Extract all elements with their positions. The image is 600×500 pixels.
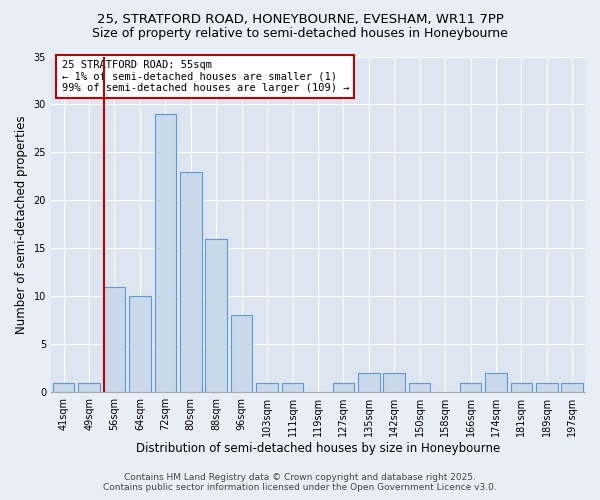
Bar <box>78 382 100 392</box>
Bar <box>282 382 304 392</box>
Text: Contains HM Land Registry data © Crown copyright and database right 2025.
Contai: Contains HM Land Registry data © Crown c… <box>103 473 497 492</box>
Bar <box>129 296 151 392</box>
Text: 25, STRATFORD ROAD, HONEYBOURNE, EVESHAM, WR11 7PP: 25, STRATFORD ROAD, HONEYBOURNE, EVESHAM… <box>97 12 503 26</box>
Bar <box>409 382 430 392</box>
X-axis label: Distribution of semi-detached houses by size in Honeybourne: Distribution of semi-detached houses by … <box>136 442 500 455</box>
Bar <box>332 382 354 392</box>
Bar <box>155 114 176 392</box>
Bar <box>562 382 583 392</box>
Bar <box>511 382 532 392</box>
Bar <box>180 172 202 392</box>
Bar <box>104 286 125 392</box>
Bar <box>231 316 253 392</box>
Bar <box>53 382 74 392</box>
Bar <box>485 373 507 392</box>
Bar <box>256 382 278 392</box>
Bar <box>358 373 380 392</box>
Text: Size of property relative to semi-detached houses in Honeybourne: Size of property relative to semi-detach… <box>92 28 508 40</box>
Bar <box>383 373 405 392</box>
Bar <box>536 382 557 392</box>
Bar <box>460 382 481 392</box>
Text: 25 STRATFORD ROAD: 55sqm
← 1% of semi-detached houses are smaller (1)
99% of sem: 25 STRATFORD ROAD: 55sqm ← 1% of semi-de… <box>62 60 349 93</box>
Bar <box>205 238 227 392</box>
Y-axis label: Number of semi-detached properties: Number of semi-detached properties <box>15 115 28 334</box>
